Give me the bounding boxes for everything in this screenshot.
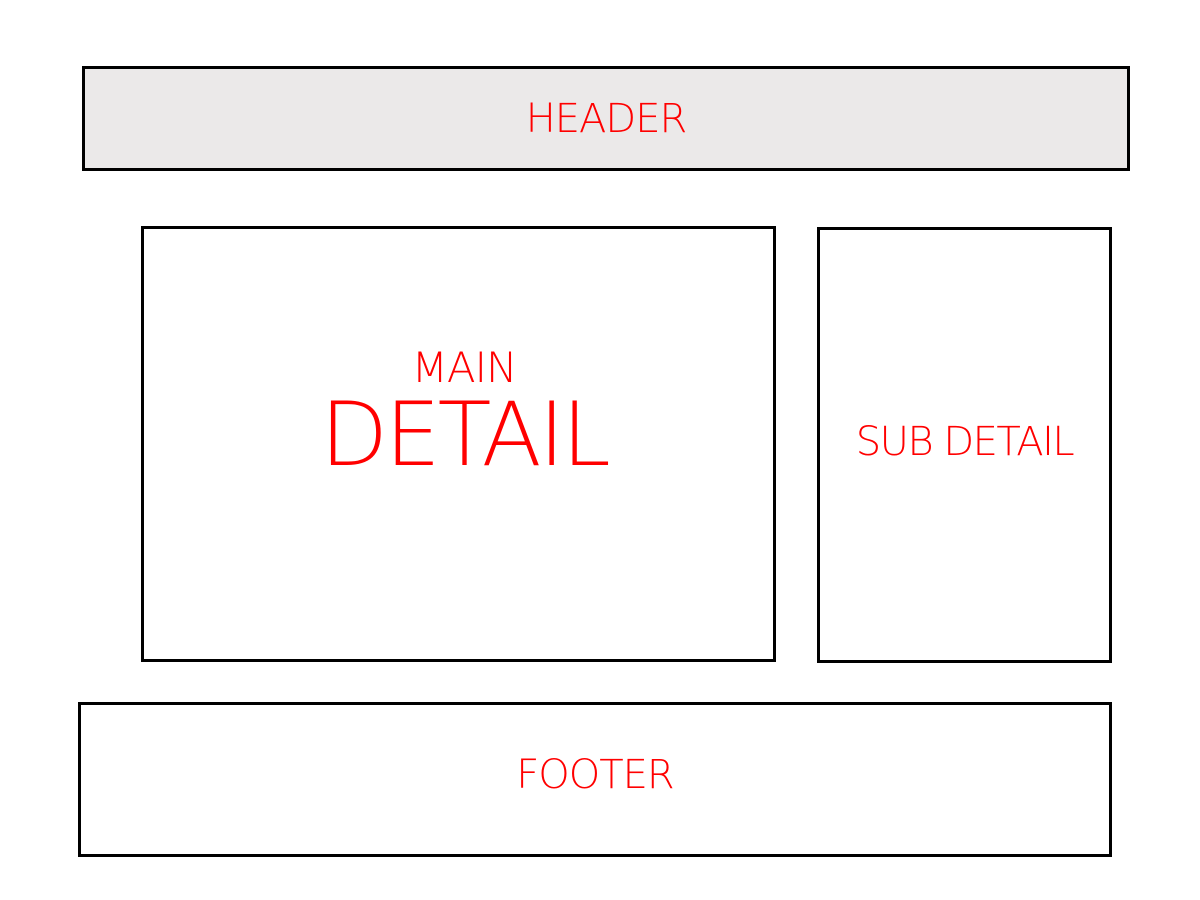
header-label: HEADER — [525, 95, 688, 142]
main-detail-text: MAIN DETAIL — [304, 347, 624, 479]
detail-label: DETAIL — [320, 383, 610, 486]
sub-detail-label: SUB DETAIL — [855, 419, 1075, 465]
main-detail-box: MAIN DETAIL — [141, 226, 776, 662]
footer-label: FOOTER — [516, 751, 674, 798]
sub-detail-box: SUB DETAIL — [817, 227, 1112, 663]
header-box: HEADER — [82, 66, 1130, 171]
main-label: MAIN — [411, 343, 518, 392]
footer-box: FOOTER — [78, 702, 1112, 857]
